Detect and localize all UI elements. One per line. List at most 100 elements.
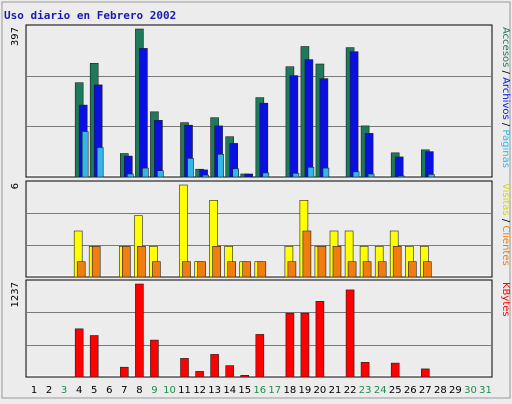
bar-kbytes-day-23	[360, 361, 370, 378]
day-label-29: 29	[449, 385, 462, 396]
bar-kbytes-day-27	[420, 368, 430, 378]
day-label-12: 12	[193, 385, 206, 396]
panel-hits: 397 Accesos / Archivos / Paginas	[10, 24, 511, 178]
bar-paginas-day-23	[367, 173, 375, 178]
bar-kbytes-day-19	[300, 312, 310, 378]
bar-paginas-day-7	[127, 173, 134, 178]
series-archivos	[78, 48, 434, 178]
bar-paginas-day-13	[217, 154, 224, 178]
panel-visits: 6 Visitas / Clientes	[10, 180, 511, 278]
bar-kbytes-day-7	[120, 366, 129, 378]
bar-clientes-day-4	[76, 261, 86, 278]
bar-clientes-day-20	[317, 246, 327, 278]
bar-clientes-day-19	[302, 230, 312, 278]
bar-paginas-day-12	[202, 174, 209, 178]
bar-paginas-day-20	[322, 167, 330, 178]
legend-entry: /	[500, 67, 511, 77]
bar-archivos-day-15	[244, 173, 253, 178]
bar-paginas-day-11	[187, 158, 194, 178]
legend-entry: Visitas	[500, 183, 511, 216]
bar-archivos-day-19	[304, 59, 314, 178]
bar-kbytes-day-12	[195, 371, 204, 378]
series-legend-hits: Accesos / Archivos / Paginas	[500, 27, 511, 168]
bar-clientes-day-14	[227, 261, 236, 278]
x-axis-day-labels: 1 2 3 4 5 6 7 8 9 10 11 12 13 14 15 16 17 18 19 20 21 22 23 24 2…	[26, 378, 492, 396]
bar-clientes-day-11	[182, 261, 191, 278]
legend-entry: Clientes	[500, 225, 511, 265]
day-label-10: 10	[163, 385, 176, 396]
bar-clientes-day-16	[257, 261, 267, 278]
day-label-15: 15	[238, 385, 251, 396]
bar-clientes-day-27	[422, 261, 432, 278]
bar-clientes-day-22	[347, 261, 357, 278]
bar-clientes-day-5	[91, 246, 101, 278]
bar-kbytes-day-16	[255, 334, 265, 378]
day-label-1: 1	[31, 385, 37, 396]
legend-entry: Archivos	[500, 77, 511, 120]
bar-paginas-day-19	[307, 167, 315, 178]
legend-entry: /	[500, 216, 511, 226]
day-label-11: 11	[178, 385, 191, 396]
day-label-16: 16	[253, 385, 266, 396]
y-max-label-hits: 397	[10, 27, 21, 46]
day-label-3: 3	[61, 385, 67, 396]
bar-clientes-day-7	[122, 246, 131, 278]
day-label-7: 7	[121, 385, 127, 396]
bar-kbytes-day-25	[390, 362, 400, 378]
bar-clientes-day-12	[197, 261, 206, 278]
day-label-18: 18	[284, 385, 297, 396]
panel-kbytes: 1237 KBytes	[10, 279, 511, 378]
day-label-30: 30	[464, 385, 477, 396]
legend-entry: KBytes	[500, 282, 511, 317]
series-legend-kbytes: KBytes	[500, 282, 511, 317]
day-label-2: 2	[46, 385, 52, 396]
bar-paginas-day-9	[157, 170, 164, 178]
bar-archivos-day-18	[289, 75, 299, 178]
bar-clientes-day-9	[152, 261, 161, 278]
bar-paginas-day-8	[142, 167, 149, 178]
day-label-20: 20	[314, 385, 327, 396]
bar-paginas-day-16	[262, 172, 270, 178]
bar-archivos-day-16	[259, 102, 269, 178]
bar-kbytes-day-22	[345, 289, 355, 378]
bar-kbytes-day-20	[315, 300, 325, 378]
series-clientes	[76, 230, 432, 278]
bar-kbytes-day-13	[210, 354, 219, 378]
day-label-19: 19	[299, 385, 312, 396]
bar-clientes-day-23	[362, 261, 372, 278]
day-label-21: 21	[329, 385, 342, 396]
bar-kbytes-day-18	[285, 312, 295, 378]
y-max-label-visits: 6	[10, 183, 21, 189]
series-kbytes	[74, 283, 430, 378]
day-label-13: 13	[208, 385, 221, 396]
bar-archivos-day-9	[154, 120, 163, 178]
day-label-6: 6	[106, 385, 112, 396]
day-label-24: 24	[374, 385, 387, 396]
day-label-28: 28	[434, 385, 447, 396]
legend-entry: Paginas	[500, 129, 511, 168]
day-label-9: 9	[151, 385, 157, 396]
bar-paginas-day-22	[352, 171, 360, 178]
bar-clientes-day-8	[137, 246, 146, 278]
bar-archivos-day-20	[319, 78, 329, 178]
bar-archivos-day-22	[349, 51, 359, 178]
day-label-4: 4	[76, 385, 82, 396]
bar-clientes-day-13	[212, 246, 221, 278]
chart-title: Uso diario en Febrero 2002	[4, 9, 176, 22]
bar-kbytes-day-14	[225, 365, 234, 378]
bar-paginas-day-14	[232, 168, 239, 178]
day-label-23: 23	[359, 385, 372, 396]
bar-archivos-day-27	[424, 151, 434, 178]
day-label-22: 22	[344, 385, 357, 396]
bar-clientes-day-25	[392, 246, 402, 278]
day-label-25: 25	[389, 385, 402, 396]
bar-kbytes-day-4	[74, 328, 84, 378]
day-label-17: 17	[268, 385, 281, 396]
bar-paginas-day-18	[292, 173, 300, 178]
bar-paginas-day-27	[427, 174, 435, 178]
bar-archivos-day-25	[394, 156, 404, 178]
bar-kbytes-day-15	[240, 374, 249, 378]
day-label-27: 27	[419, 385, 432, 396]
